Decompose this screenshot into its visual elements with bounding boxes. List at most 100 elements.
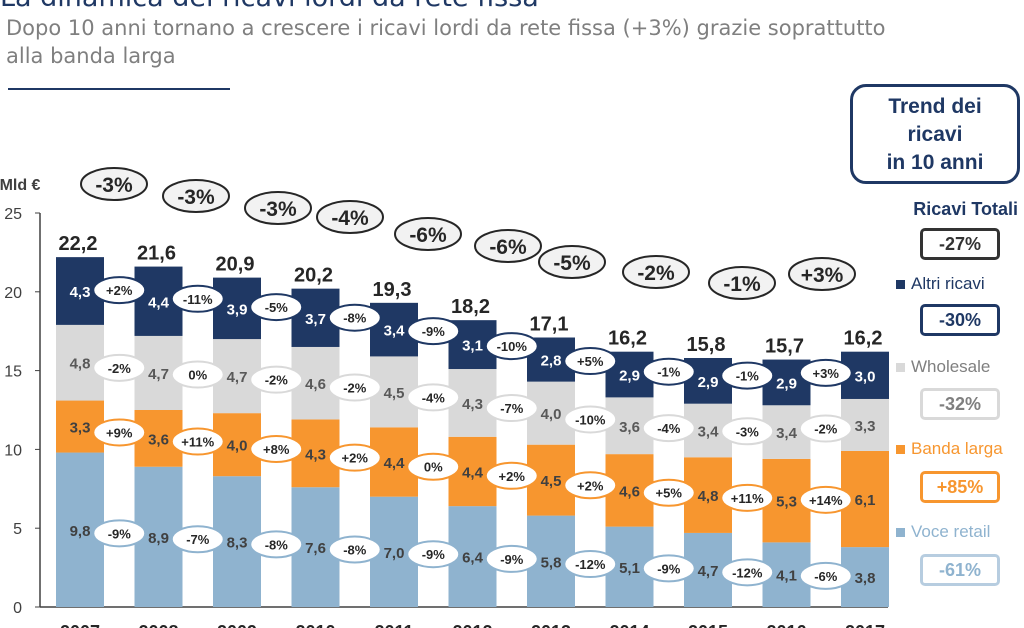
total-change-ellipse bbox=[80, 167, 148, 201]
total-label: 20,9 bbox=[216, 254, 255, 276]
total-change-label: -5% bbox=[553, 252, 591, 275]
data-label: 4,3 bbox=[70, 284, 91, 301]
total-change-label: -6% bbox=[489, 236, 527, 259]
data-label: 4,7 bbox=[698, 563, 719, 580]
change-ellipse bbox=[563, 471, 618, 500]
change-label: +14% bbox=[809, 493, 843, 508]
change-ellipse bbox=[798, 358, 853, 387]
legend-label: Banda larga bbox=[911, 439, 1003, 458]
total-label: 15,7 bbox=[765, 336, 804, 358]
data-label: 4,3 bbox=[462, 396, 483, 413]
change-label: +5% bbox=[656, 486, 683, 501]
total-label: 18,2 bbox=[451, 296, 490, 318]
data-label: 3,9 bbox=[227, 301, 248, 318]
data-label: 3,8 bbox=[855, 570, 876, 587]
total-change-label: -2% bbox=[637, 262, 675, 285]
change-ellipse bbox=[92, 418, 147, 447]
change-ellipse bbox=[170, 284, 225, 313]
data-label: 4,1 bbox=[776, 568, 797, 585]
legend-change-banda-larga: +85% bbox=[920, 471, 1000, 503]
change-label: -10% bbox=[497, 339, 528, 354]
change-ellipse bbox=[92, 519, 147, 548]
change-label: -9% bbox=[422, 547, 446, 562]
x-tick-label: 2014 bbox=[609, 622, 649, 628]
change-ellipse bbox=[484, 394, 539, 423]
change-ellipse bbox=[798, 561, 853, 590]
total-change-ellipse bbox=[622, 255, 690, 289]
data-label: 2,9 bbox=[776, 375, 797, 392]
y-tick-label: 25 bbox=[4, 206, 22, 223]
legend-item-wholesale: Wholesale bbox=[896, 357, 990, 377]
change-label: -3% bbox=[736, 424, 760, 439]
x-tick-label: 2010 bbox=[295, 622, 335, 628]
total-change-label: -6% bbox=[409, 224, 447, 247]
change-ellipse bbox=[170, 360, 225, 389]
legend-change-altri-ricavi: -30% bbox=[920, 304, 1000, 336]
y-tick-label: 0 bbox=[13, 600, 22, 617]
change-ellipse bbox=[327, 443, 382, 472]
legend-item-altri-ricavi: Altri ricavi bbox=[896, 274, 985, 294]
change-label: +11% bbox=[181, 435, 214, 450]
data-label: 4,5 bbox=[384, 385, 405, 402]
data-label: 4,7 bbox=[148, 366, 169, 383]
change-label: -12% bbox=[575, 557, 606, 572]
total-change-ellipse bbox=[538, 245, 606, 279]
change-label: -4% bbox=[657, 421, 681, 436]
data-label: 2,9 bbox=[619, 368, 640, 385]
change-ellipse bbox=[170, 427, 225, 456]
change-ellipse bbox=[249, 435, 304, 464]
change-ellipse bbox=[484, 544, 539, 573]
total-label: 22,2 bbox=[59, 233, 98, 255]
change-label: +3% bbox=[813, 366, 840, 381]
legend-change-voce-retail: -61% bbox=[920, 554, 1000, 586]
change-label: -2% bbox=[265, 373, 289, 388]
trend-line-1: Trend dei bbox=[888, 95, 982, 118]
data-label: 8,9 bbox=[148, 530, 169, 547]
x-tick-label: 2017 bbox=[845, 622, 885, 628]
legend-title: Ricavi Totali bbox=[913, 199, 1018, 219]
change-label: +11% bbox=[731, 491, 764, 506]
change-label: +9% bbox=[106, 425, 133, 440]
legend-label: Voce retail bbox=[911, 522, 991, 541]
change-label: +2% bbox=[499, 469, 526, 484]
data-label: 2,8 bbox=[541, 353, 562, 370]
change-ellipse bbox=[720, 483, 775, 512]
total-change-ellipse bbox=[474, 229, 542, 263]
data-label: 5,1 bbox=[619, 560, 640, 577]
x-tick-label: 2012 bbox=[452, 622, 492, 628]
change-label: 0% bbox=[188, 368, 207, 383]
change-ellipse bbox=[563, 347, 618, 376]
x-tick-label: 2009 bbox=[217, 622, 257, 628]
change-ellipse bbox=[406, 317, 461, 346]
change-ellipse bbox=[720, 558, 775, 587]
data-label: 5,3 bbox=[776, 494, 797, 511]
data-label: 3,6 bbox=[619, 419, 640, 436]
change-label: -6% bbox=[814, 569, 838, 584]
total-label: 16,2 bbox=[608, 328, 647, 350]
total-change-label: -3% bbox=[259, 198, 297, 221]
change-ellipse bbox=[798, 485, 853, 514]
legend-total-change: -27% bbox=[920, 228, 1000, 260]
data-label: 3,7 bbox=[305, 311, 326, 328]
change-label: +8% bbox=[263, 442, 290, 457]
data-label: 4,4 bbox=[384, 455, 406, 472]
page-subtitle: Dopo 10 anni tornano a crescere i ricavi… bbox=[6, 16, 886, 68]
change-label: -8% bbox=[265, 537, 289, 552]
data-label: 4,5 bbox=[541, 473, 562, 490]
x-tick-label: 2013 bbox=[531, 622, 571, 628]
total-change-label: -3% bbox=[95, 174, 133, 197]
legend-item-voce-retail: Voce retail bbox=[896, 522, 990, 542]
change-ellipse bbox=[327, 373, 382, 402]
change-label: +5% bbox=[577, 354, 604, 369]
x-tick-label: 2016 bbox=[766, 622, 806, 628]
total-change-ellipse bbox=[162, 179, 230, 213]
data-label: 3,4 bbox=[384, 323, 406, 340]
legend-label: Wholesale bbox=[911, 357, 991, 376]
change-label: -12% bbox=[732, 565, 763, 580]
change-label: -2% bbox=[108, 361, 132, 376]
change-label: -4% bbox=[422, 390, 446, 405]
data-label: 2,9 bbox=[698, 374, 719, 391]
data-label: 4,0 bbox=[541, 406, 562, 423]
change-ellipse bbox=[641, 357, 696, 386]
